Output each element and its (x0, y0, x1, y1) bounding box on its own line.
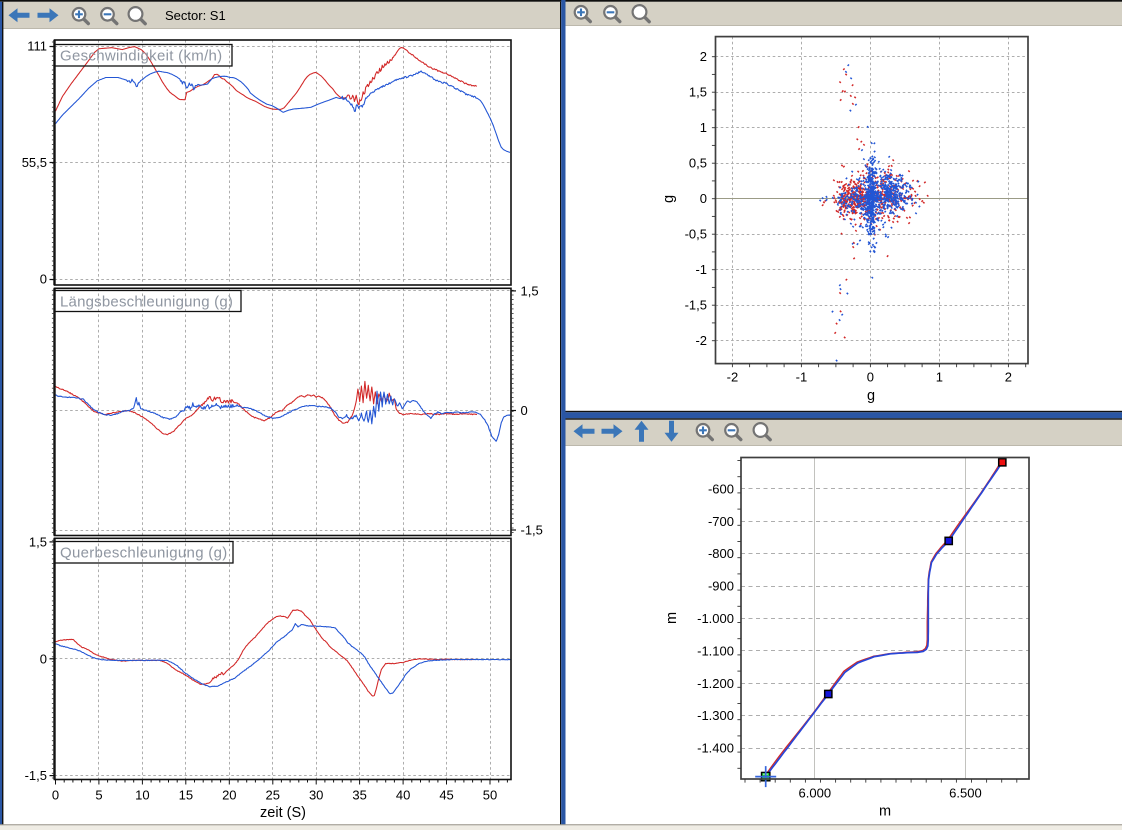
svg-text:m: m (664, 612, 680, 624)
svg-text:0,5: 0,5 (689, 156, 707, 171)
svg-text:6.500: 6.500 (949, 786, 982, 801)
svg-text:0: 0 (867, 370, 874, 385)
svg-text:Längsbeschleunigung (g): Längsbeschleunigung (g) (60, 294, 233, 311)
svg-text:0: 0 (700, 191, 707, 206)
svg-text:10: 10 (135, 788, 149, 803)
svg-text:-1: -1 (796, 370, 808, 385)
svg-text:20: 20 (222, 788, 236, 803)
svg-text:-2: -2 (727, 370, 739, 385)
svg-text:-700: -700 (708, 514, 734, 529)
svg-text:5: 5 (95, 788, 102, 803)
svg-text:g: g (661, 195, 677, 203)
svg-text:-600: -600 (708, 481, 734, 496)
svg-text:-0,5: -0,5 (685, 227, 707, 242)
svg-text:-800: -800 (708, 546, 734, 561)
svg-text:1: 1 (700, 120, 707, 135)
svg-text:0: 0 (521, 403, 528, 418)
svg-text:-1.100: -1.100 (697, 643, 734, 658)
svg-text:0: 0 (40, 272, 47, 287)
svg-text:50: 50 (483, 788, 497, 803)
svg-text:55,5: 55,5 (22, 155, 47, 170)
svg-text:0: 0 (52, 788, 59, 803)
svg-text:1,5: 1,5 (29, 534, 47, 549)
svg-text:-900: -900 (708, 579, 734, 594)
svg-text:30: 30 (309, 788, 323, 803)
svg-text:1: 1 (936, 370, 943, 385)
svg-text:111: 111 (27, 39, 47, 54)
svg-text:-2: -2 (695, 333, 707, 348)
svg-text:1,5: 1,5 (521, 283, 539, 298)
svg-text:g: g (867, 388, 875, 404)
svg-text:2: 2 (700, 49, 707, 64)
svg-text:-1: -1 (695, 262, 707, 277)
svg-text:25: 25 (266, 788, 280, 803)
svg-text:6.000: 6.000 (799, 786, 832, 801)
svg-text:-1.400: -1.400 (697, 741, 734, 756)
svg-text:-1.000: -1.000 (697, 611, 734, 626)
svg-text:2: 2 (1005, 370, 1012, 385)
svg-text:Geschwindigkeit (km/h): Geschwindigkeit (km/h) (60, 48, 222, 65)
svg-text:35: 35 (352, 788, 366, 803)
svg-text:m: m (879, 804, 891, 820)
svg-text:0: 0 (40, 651, 47, 666)
svg-text:Sector: S1: Sector: S1 (165, 8, 226, 23)
svg-text:15: 15 (179, 788, 193, 803)
svg-text:-1.300: -1.300 (697, 708, 734, 723)
svg-text:zeit (S): zeit (S) (260, 805, 306, 821)
svg-text:40: 40 (396, 788, 410, 803)
svg-text:-1.200: -1.200 (697, 676, 734, 691)
svg-text:-1,5: -1,5 (685, 298, 707, 313)
svg-text:-1,5: -1,5 (521, 523, 543, 538)
svg-text:-1,5: -1,5 (25, 768, 47, 783)
svg-text:1,5: 1,5 (689, 85, 707, 100)
svg-text:45: 45 (439, 788, 453, 803)
svg-text:Querbeschleunigung (g): Querbeschleunigung (g) (60, 545, 228, 562)
